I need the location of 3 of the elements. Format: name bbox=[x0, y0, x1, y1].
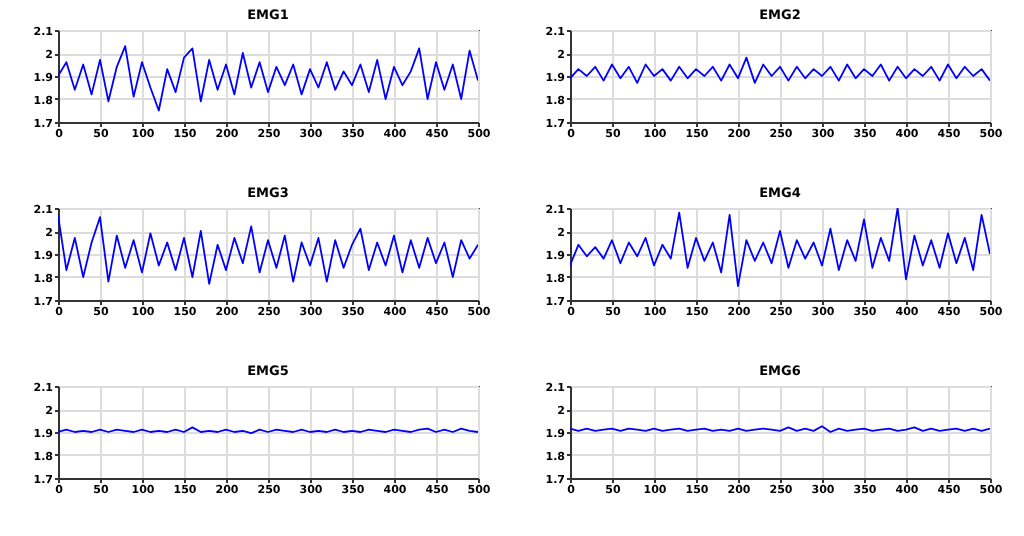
line-series bbox=[58, 214, 478, 285]
line-series bbox=[570, 56, 990, 84]
line-series bbox=[58, 45, 478, 112]
